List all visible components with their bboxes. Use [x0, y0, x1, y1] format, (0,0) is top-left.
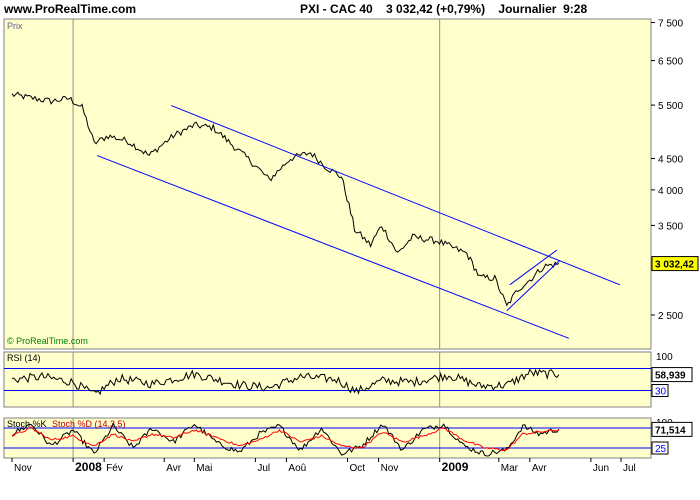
site-name: www.ProRealTime.com — [4, 2, 137, 16]
price-tick-label: 4 000 — [658, 186, 683, 197]
rsi-panel-label: RSI (14) — [7, 353, 41, 363]
price-panel-label: Prix — [7, 21, 23, 31]
price-panel — [3, 18, 652, 350]
rsi-tick-label: 100 — [656, 352, 673, 363]
chart-title: PXI - CAC 40 3 032,42 (+0,79%) Journalie… — [300, 2, 588, 16]
x-tick-label: Fév — [106, 463, 123, 474]
rsi-last-box — [651, 367, 693, 383]
stoch-last-box — [651, 421, 693, 437]
stoch-panel — [3, 417, 652, 459]
stoch-d-line — [11, 426, 560, 452]
x-tick-label: Jul — [623, 463, 636, 474]
stoch-tick-label: 25 — [655, 444, 667, 455]
x-tick-label: 2008 — [75, 460, 102, 474]
stoch-d-label: Stoch %D (14,3,5) — [52, 419, 126, 429]
channel-upper-line — [171, 105, 621, 286]
price-tick-label: 7 500 — [658, 19, 683, 30]
rsi-level-box — [651, 384, 669, 397]
rsi-tick-label: 30 — [655, 387, 667, 398]
x-tick-label: Jun — [593, 463, 609, 474]
rsi-series-line — [11, 368, 560, 396]
channel-lower-line — [96, 155, 570, 339]
price-tick-label: 4 500 — [658, 155, 683, 166]
watermark: © ProRealTime.com — [7, 336, 88, 346]
header-bar: www.ProRealTime.com PXI - CAC 40 3 032,4… — [0, 0, 700, 18]
stoch-level-box — [651, 441, 669, 455]
price-tick-label: 6 500 — [658, 57, 683, 68]
x-tick-label: Nov — [381, 463, 399, 474]
support-line — [506, 259, 561, 312]
resistance-line — [509, 249, 558, 286]
x-tick-label: Avr — [532, 463, 547, 474]
rsi-last-label: 58,939 — [655, 371, 686, 382]
stoch-k-label: Stoch %K — [7, 419, 47, 429]
price-tick-label: 3 500 — [658, 221, 683, 232]
x-tick-label: Mai — [196, 463, 212, 474]
x-tick-label: Avr — [166, 463, 181, 474]
x-tick-label: 2009 — [442, 460, 469, 474]
x-tick-label: Aoû — [288, 463, 306, 474]
price-tick-label: 2 500 — [658, 311, 683, 322]
stoch-last-label: 71,514 — [655, 425, 686, 436]
last-price-box — [651, 256, 699, 272]
x-tick-label: Mar — [501, 463, 519, 474]
price-series-line — [11, 91, 560, 307]
x-tick-label: Nov — [14, 463, 32, 474]
last-price-label: 3 032,42 — [655, 260, 694, 271]
price-tick-label: 5 500 — [658, 101, 683, 112]
x-tick-label: Jul — [257, 463, 270, 474]
x-tick-label: Oct — [350, 463, 366, 474]
